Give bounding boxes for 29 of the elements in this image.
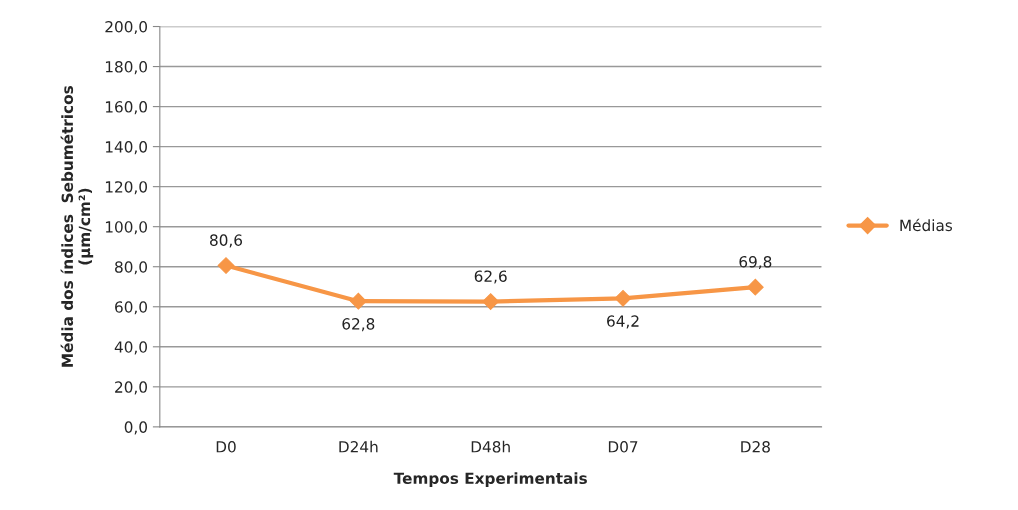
data-label: 80,6 [210, 234, 243, 248]
point [614, 289, 632, 307]
y-tick-label: 160,0 [105, 101, 148, 115]
data-label: 69,8 [739, 255, 772, 270]
x-tick-label: D0 [216, 441, 236, 453]
y-tick-label: 80,0 [115, 261, 148, 275]
y-axis-title: Média dos índices Sebumétricos (µm/cm²) [60, 86, 94, 367]
x-tick-label: D24h [339, 440, 378, 453]
y-tick-label: 120,0 [105, 181, 148, 195]
y-tick-label: 0,0 [124, 421, 148, 435]
data-label: 62,6 [474, 270, 507, 284]
x-tick-label: D07 [608, 441, 638, 453]
y-tick-label: 140,0 [105, 141, 148, 155]
x-axis-title: Tempos Experimentais [393, 472, 587, 487]
x-tick-label: D48h [471, 440, 510, 453]
y-tick-label: 20,0 [115, 381, 148, 395]
point [349, 292, 367, 310]
point [482, 293, 500, 310]
data-label: 64,2 [607, 315, 639, 329]
y-tick-label: 100,0 [105, 221, 148, 235]
legend-label: Médias [900, 218, 953, 232]
y-tick-label: 60,0 [115, 301, 148, 315]
point [746, 278, 764, 296]
y-tick-label: 200,0 [105, 20, 148, 35]
x-tick-label: D28 [741, 441, 770, 453]
point [217, 257, 235, 274]
data-label: 62,8 [342, 318, 375, 332]
y-tick-label: 40,0 [114, 341, 148, 355]
y-tick-label: 180,0 [105, 61, 148, 75]
